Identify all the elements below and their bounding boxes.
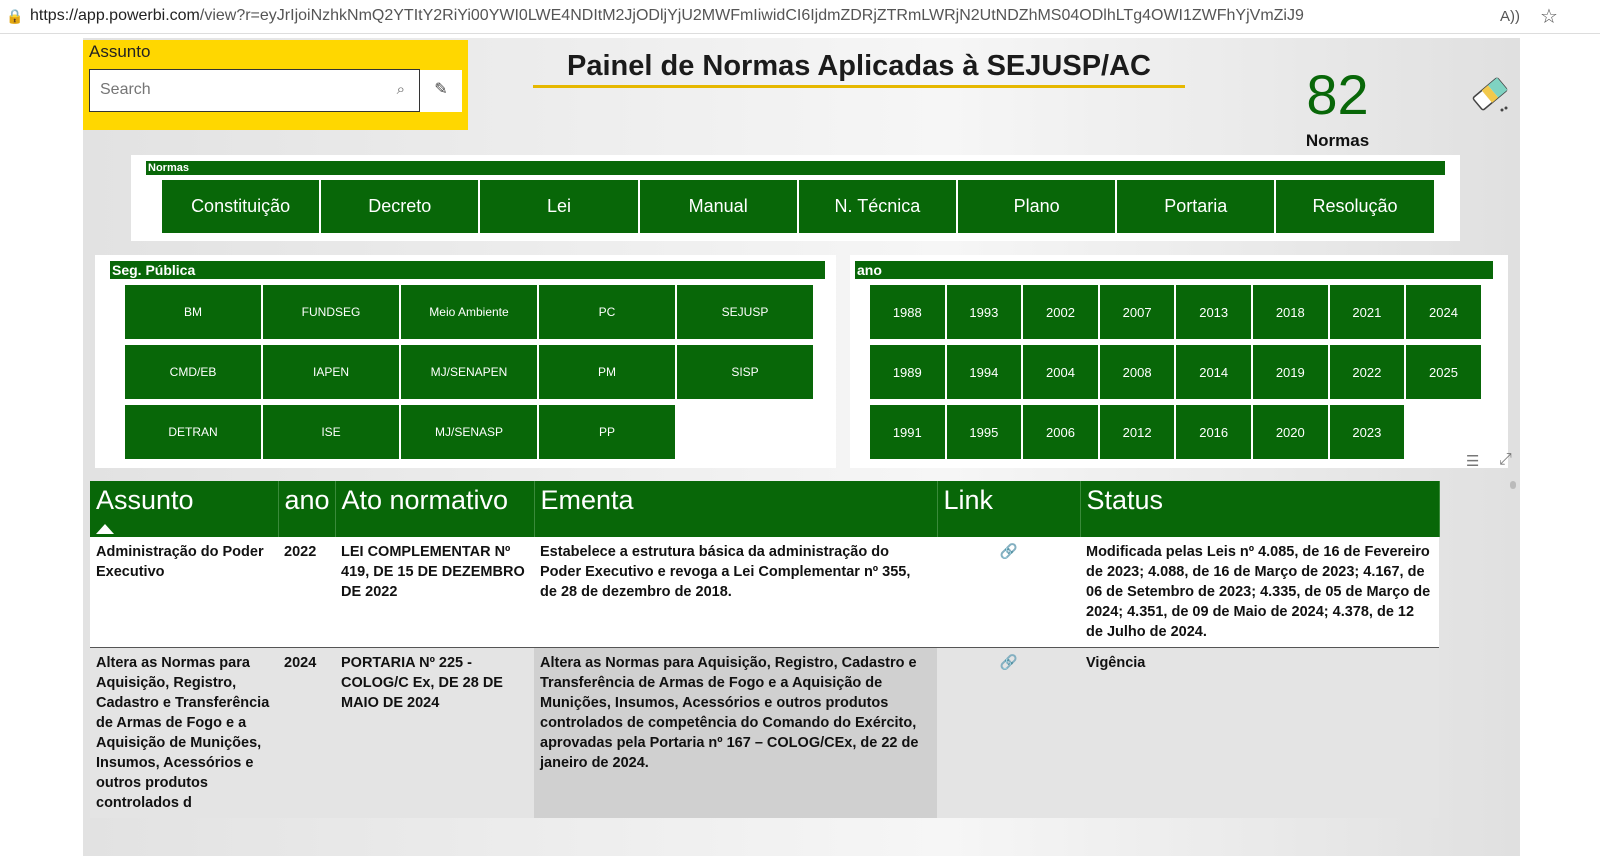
seg-publica-slicer: Seg. Pública BM FUNDSEG Meio Ambiente PC SEJ… — [95, 255, 836, 468]
scrollbar-thumb[interactable] — [1510, 481, 1516, 489]
seg-option[interactable]: SEJUSP — [677, 285, 813, 339]
cell-ato: LEI COMPLEMENTAR Nº 419, DE 15 DE DEZEMB… — [335, 537, 534, 648]
cell-ano: 2022 — [278, 537, 335, 648]
normas-option[interactable]: Plano — [958, 180, 1116, 233]
url-text[interactable]: https://app.powerbi.com/view?r=eyJrIjoiN… — [30, 7, 1304, 25]
cell-link: 🔗 — [937, 647, 1080, 818]
cell-ato: PORTARIA Nº 225 - COLOG/C Ex, DE 28 DE M… — [335, 647, 534, 818]
cell-ementa: Altera as Normas para Aquisição, Registr… — [534, 647, 937, 818]
ano-option[interactable]: 2021 — [1329, 285, 1405, 339]
slicer-label: Assunto — [89, 42, 151, 61]
ano-option[interactable]: 2002 — [1023, 285, 1098, 339]
table-header-row: Assunto ano Ato normativo Ementa Link St… — [90, 481, 1440, 537]
seg-option[interactable]: PC — [539, 285, 675, 339]
cell-status: Modificada pelas Leis nº 4.085, de 16 de… — [1080, 537, 1439, 648]
normas-header: Normas — [146, 161, 1445, 175]
seg-option[interactable]: CMD/EB — [125, 345, 261, 399]
seg-option[interactable]: PM — [539, 345, 675, 399]
normas-option[interactable]: Resolução — [1276, 180, 1434, 233]
ano-option[interactable]: 2006 — [1023, 405, 1098, 459]
clear-selection-button[interactable]: ✎ — [420, 70, 462, 112]
kpi-value: 82 — [1306, 63, 1369, 126]
seg-option[interactable]: MJ/SENAPEN — [401, 345, 537, 399]
seg-option[interactable]: SISP — [677, 345, 813, 399]
seg-option[interactable]: ISE — [263, 405, 399, 459]
seg-option[interactable]: FUNDSEG — [263, 285, 399, 339]
col-ementa[interactable]: Ementa — [534, 481, 938, 537]
ano-option[interactable]: 2022 — [1329, 345, 1405, 399]
assunto-slicer: Assunto ⌕ ✎ — [83, 40, 468, 130]
favorite-star-icon[interactable]: ☆ — [1540, 6, 1558, 28]
read-aloud-icon[interactable]: A)) — [1500, 8, 1520, 25]
seg-option[interactable]: PP — [539, 405, 675, 459]
url-host: https://app.powerbi.com — [30, 7, 200, 24]
link-icon[interactable]: 🔗 — [999, 544, 1018, 560]
cell-assunto: Administração do Poder Executivo — [90, 537, 278, 648]
ano-option[interactable]: 1995 — [946, 405, 1022, 459]
ano-option[interactable]: 1988 — [870, 285, 945, 339]
ano-option[interactable]: 2019 — [1253, 345, 1328, 399]
col-assunto[interactable]: Assunto — [90, 481, 279, 537]
cell-status: Vigência — [1080, 647, 1439, 818]
ano-header: ano — [855, 261, 1493, 279]
filter-icon[interactable]: ☰ — [1466, 453, 1480, 470]
seg-option[interactable]: BM — [125, 285, 261, 339]
ano-option[interactable]: 2012 — [1099, 405, 1175, 459]
sort-ascending-icon[interactable] — [96, 524, 114, 534]
seg-option[interactable]: IAPEN — [263, 345, 399, 399]
normas-option[interactable]: Portaria — [1117, 180, 1275, 233]
col-status[interactable]: Status — [1080, 481, 1440, 537]
ano-option[interactable]: 2008 — [1099, 345, 1175, 399]
normas-option[interactable]: Lei — [480, 180, 638, 233]
page-title: Painel de Normas Aplicadas à SEJUSP/AC — [533, 50, 1185, 88]
ano-option[interactable]: 2025 — [1406, 345, 1481, 399]
ano-option[interactable]: 2004 — [1023, 345, 1098, 399]
search-icon[interactable]: ⌕ — [396, 81, 405, 98]
ano-option[interactable]: 2007 — [1099, 285, 1175, 339]
eraser-icon: ✎ — [434, 81, 448, 98]
col-ato-normativo[interactable]: Ato normativo — [335, 481, 535, 537]
ano-slicer: ano 1988 1993 2002 2007 2013 2018 2021 2024 1989… — [850, 255, 1508, 468]
ano-option[interactable]: 2023 — [1329, 405, 1405, 459]
ano-option[interactable]: 1994 — [946, 345, 1022, 399]
ano-option[interactable]: 1989 — [870, 345, 945, 399]
link-icon[interactable]: 🔗 — [999, 655, 1018, 671]
right-margin — [1510, 38, 1600, 856]
focus-mode-icon[interactable]: ⤢ — [1499, 451, 1512, 468]
table-row[interactable]: Altera as Normas para Aquisição, Registr… — [90, 647, 1439, 818]
normas-table: Assunto ano Ato normativo Ementa Link St… — [90, 481, 1440, 818]
cell-ementa: Estabelece a estrutura básica da adminis… — [534, 537, 937, 648]
clear-filters-eraser-icon[interactable] — [1468, 74, 1512, 114]
ano-option[interactable]: 2014 — [1176, 345, 1251, 399]
search-input[interactable] — [90, 70, 370, 110]
ano-option[interactable]: 2016 — [1176, 405, 1251, 459]
kpi-label: Normas — [1305, 131, 1370, 150]
normas-option[interactable]: N. Técnica — [798, 180, 956, 233]
normas-option[interactable]: Decreto — [321, 180, 479, 233]
ano-option[interactable]: 2018 — [1253, 285, 1328, 339]
cell-ano: 2024 — [278, 647, 335, 818]
cell-assunto: Altera as Normas para Aquisição, Registr… — [90, 647, 278, 818]
normas-option[interactable]: Constituição — [162, 180, 320, 233]
seg-option[interactable]: Meio Ambiente — [401, 285, 537, 339]
ano-option[interactable]: 2020 — [1253, 405, 1328, 459]
seg-option[interactable]: DETRAN — [125, 405, 261, 459]
seg-publica-header: Seg. Pública — [110, 261, 825, 279]
col-link[interactable]: Link — [937, 481, 1081, 537]
table-row[interactable]: Administração do Poder Executivo 2022 LE… — [90, 537, 1439, 648]
ano-option[interactable]: 2024 — [1406, 285, 1481, 339]
seg-option[interactable]: MJ/SENASP — [401, 405, 537, 459]
lock-icon[interactable]: 🔒 — [6, 8, 24, 24]
cell-link: 🔗 — [937, 537, 1080, 648]
ano-option[interactable]: 2013 — [1176, 285, 1251, 339]
browser-address-bar[interactable]: 🔒 https://app.powerbi.com/view?r=eyJrIjo… — [0, 0, 1600, 34]
ano-option[interactable]: 1991 — [870, 405, 945, 459]
ano-option[interactable]: 1993 — [946, 285, 1022, 339]
search-box[interactable]: ⌕ — [89, 69, 420, 112]
col-label: Assunto — [96, 485, 194, 515]
col-ano[interactable]: ano — [278, 481, 336, 537]
url-path: /view?r=eyJrIjoiNzhkNmQ2YTItY2RiYi00YWI0… — [199, 7, 1304, 24]
normas-option[interactable]: Manual — [639, 180, 797, 233]
normas-slicer: Normas Constituição Decreto Lei Manual N. Té… — [131, 155, 1460, 241]
